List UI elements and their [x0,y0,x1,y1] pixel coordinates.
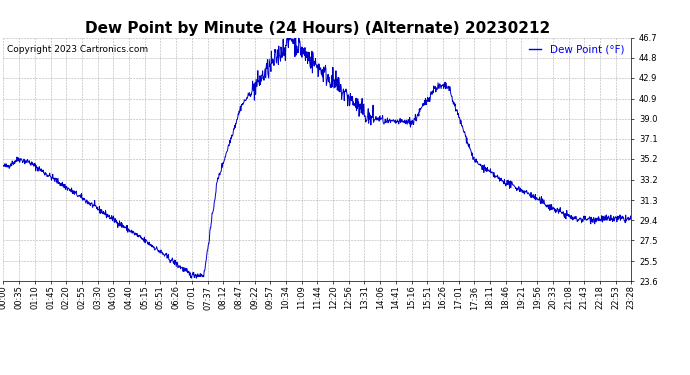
Legend: Dew Point (°F): Dew Point (°F) [524,40,628,59]
Text: Copyright 2023 Cartronics.com: Copyright 2023 Cartronics.com [7,45,148,54]
Title: Dew Point by Minute (24 Hours) (Alternate) 20230212: Dew Point by Minute (24 Hours) (Alternat… [85,21,550,36]
